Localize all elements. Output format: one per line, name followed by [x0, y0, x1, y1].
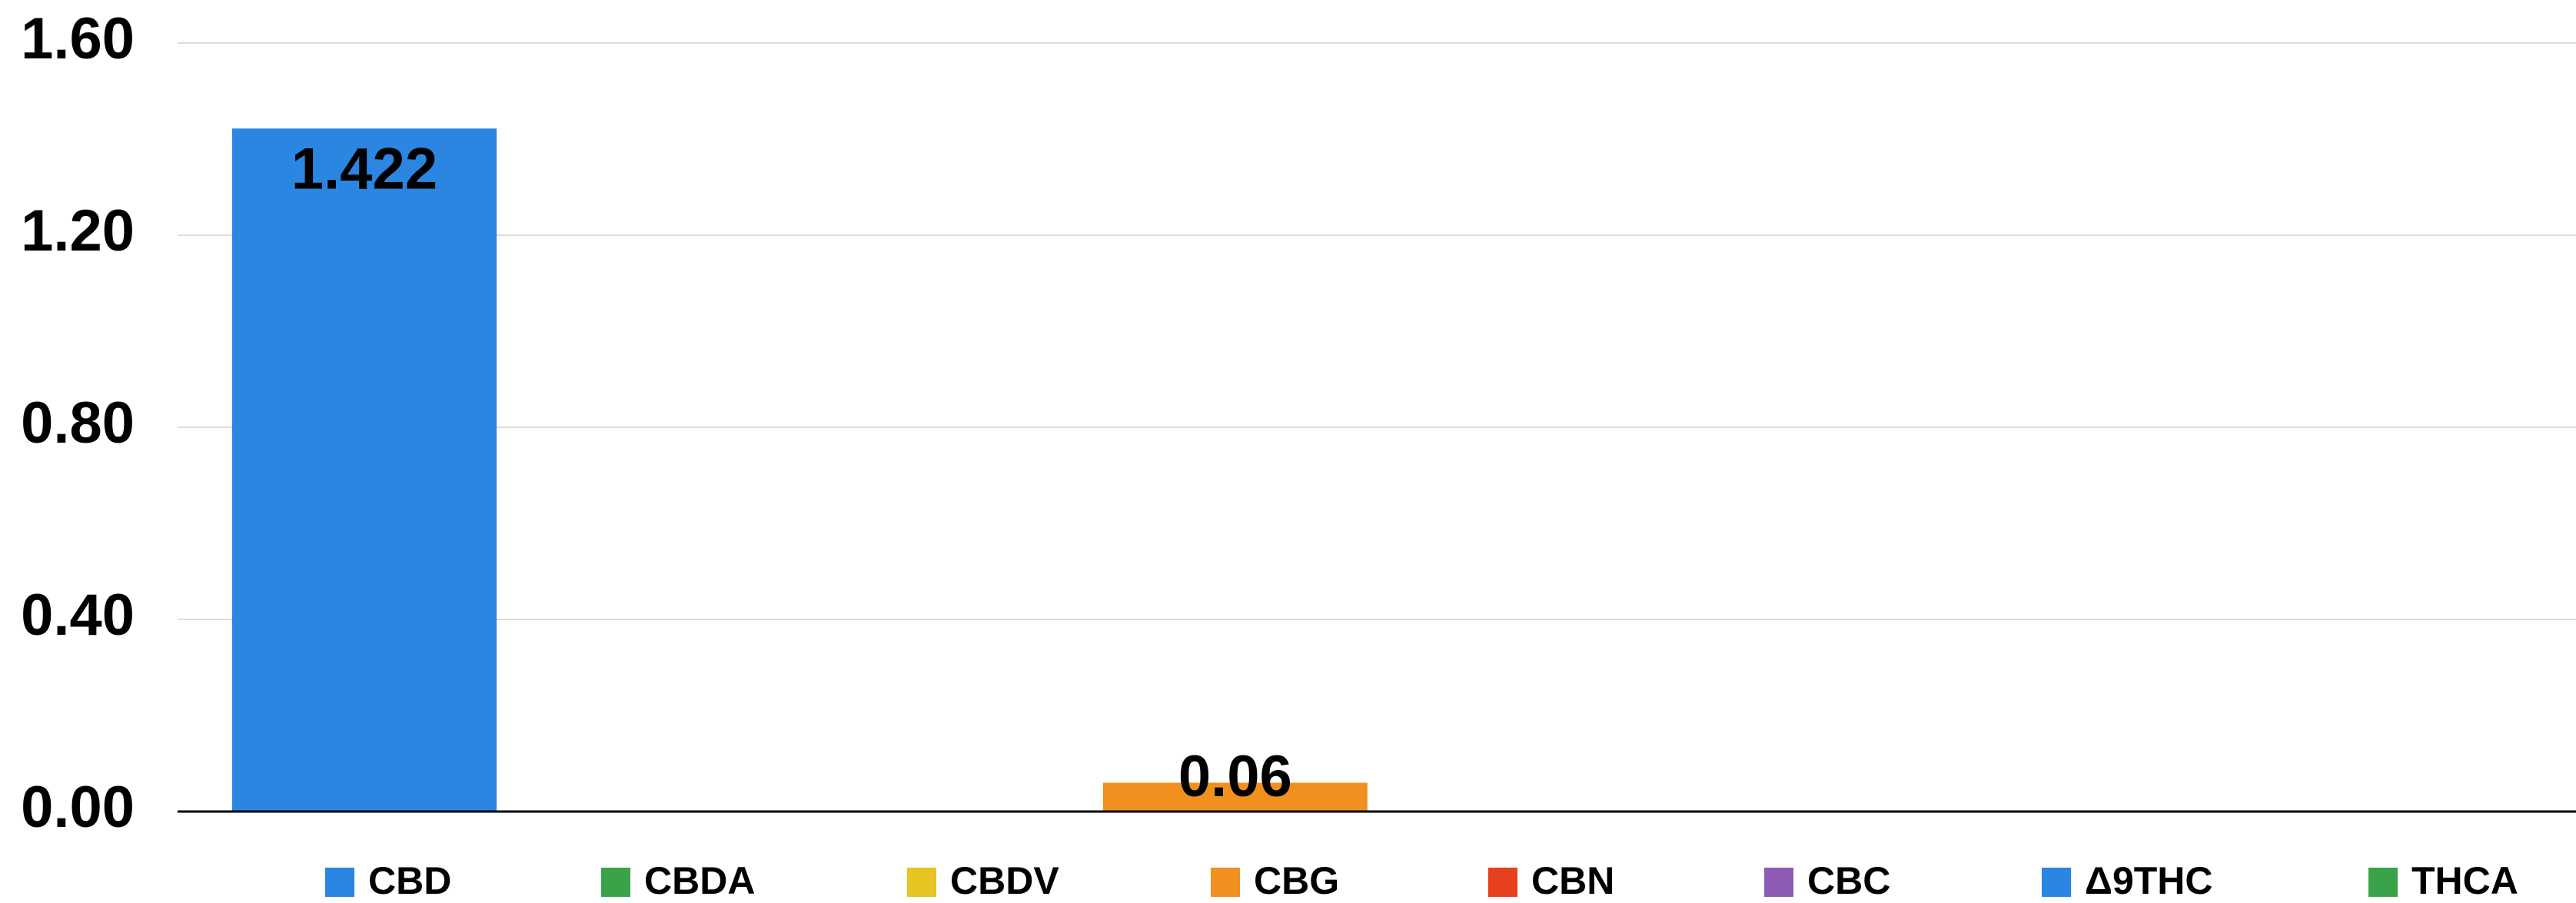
legend-label: Δ9THC	[2085, 859, 2213, 902]
legend-swatch	[2368, 868, 2398, 897]
value-label: 0.06	[1178, 744, 1292, 809]
y-tick-label: 1.20	[21, 198, 135, 264]
legend-swatch	[1211, 868, 1240, 897]
legend-label: CBG	[1254, 859, 1339, 902]
bar	[232, 128, 497, 812]
value-label: 1.422	[291, 136, 437, 201]
legend-label: CBC	[1807, 859, 1890, 902]
legend-label: CBN	[1531, 859, 1614, 902]
legend-swatch	[601, 868, 630, 897]
legend-label: CBDA	[644, 859, 755, 902]
legend-label: CBDV	[950, 859, 1059, 902]
legend-label: CBD	[368, 859, 451, 902]
legend-swatch	[2042, 868, 2071, 897]
legend-swatch	[1488, 868, 1517, 897]
legend-swatch	[1764, 868, 1793, 897]
y-tick-label: 0.40	[21, 583, 135, 648]
y-tick-label: 1.60	[21, 6, 135, 71]
legend-swatch	[325, 868, 354, 897]
legend-swatch	[907, 868, 936, 897]
y-tick-label: 0.00	[21, 775, 135, 840]
bar	[1102, 782, 1368, 812]
y-tick-label: 0.80	[21, 390, 135, 456]
legend-label: THCA	[2411, 859, 2518, 902]
